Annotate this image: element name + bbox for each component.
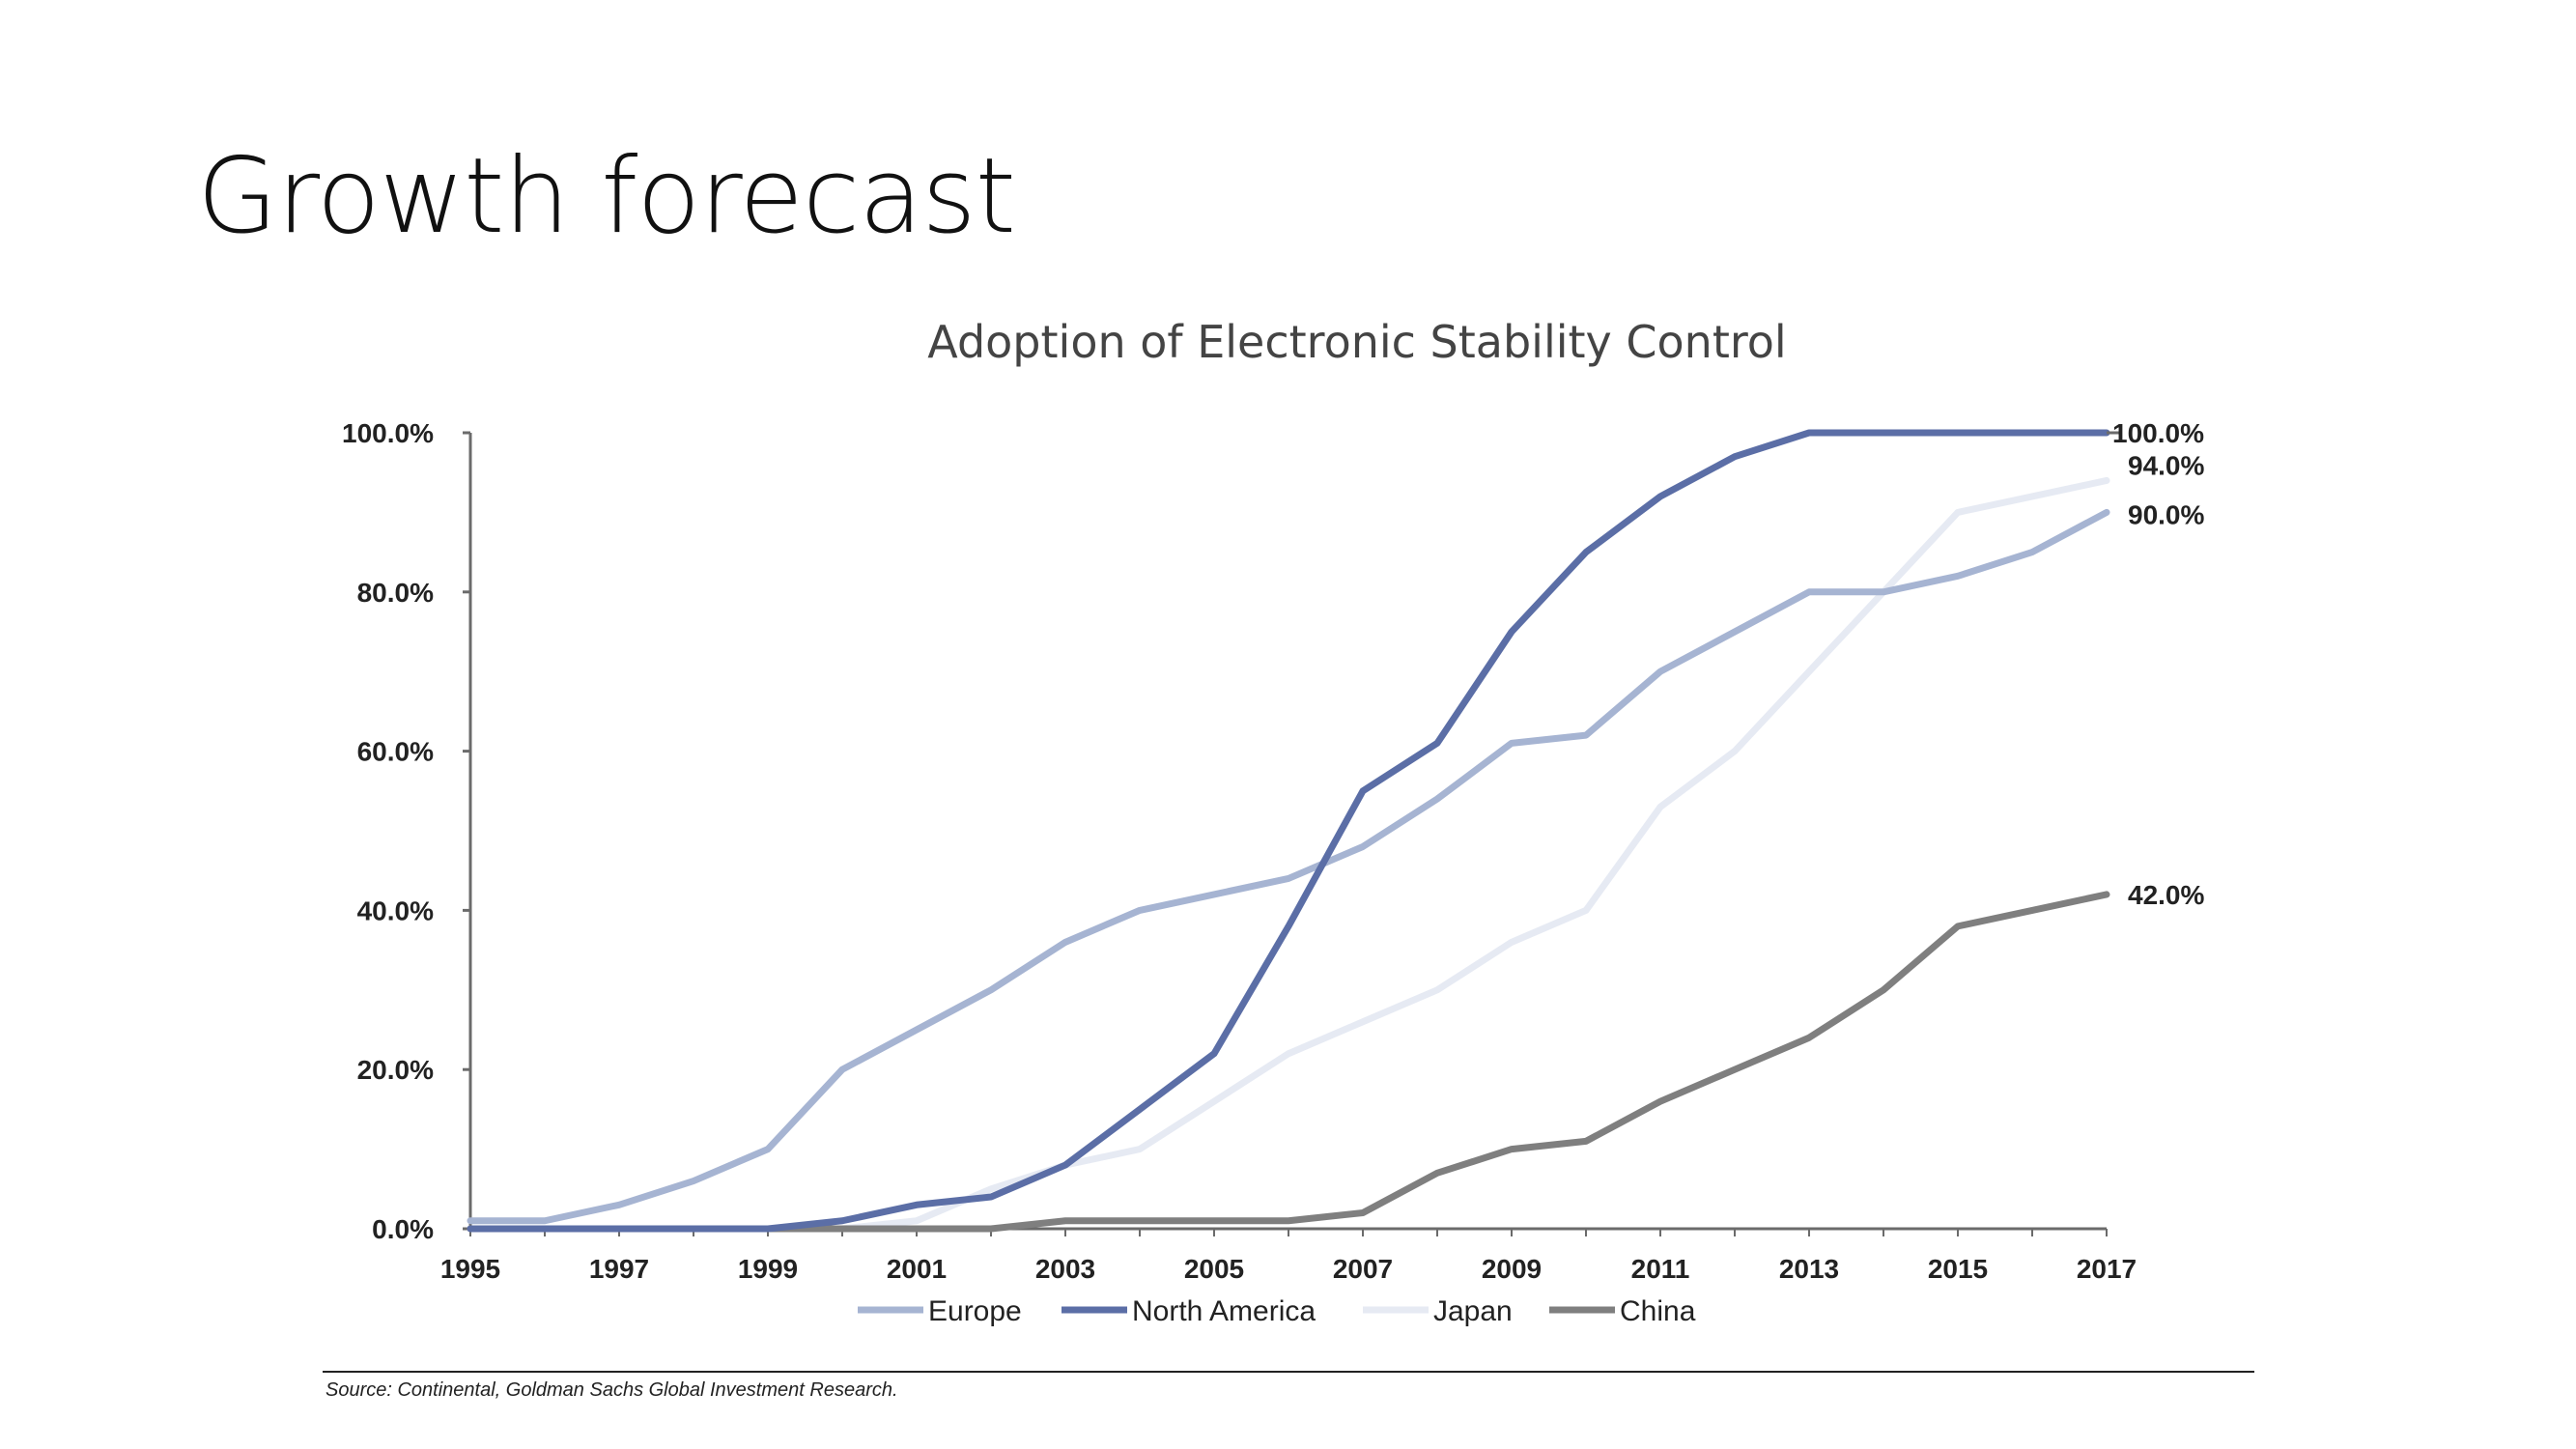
x-tick-label: 1997: [589, 1254, 649, 1284]
y-tick-label: 40.0%: [357, 895, 434, 925]
y-tick-label: 20.0%: [357, 1055, 434, 1085]
end-label-japan: 94.0%: [2128, 450, 2204, 480]
x-tick-label: 2015: [1928, 1254, 1988, 1284]
x-tick-label: 2013: [1779, 1254, 1839, 1284]
end-label-china: 42.0%: [2128, 880, 2204, 910]
end-label-europe: 90.0%: [2128, 499, 2204, 529]
legend-label-europe: Europe: [928, 1295, 1022, 1327]
series-line-china: [467, 891, 2110, 1233]
source-note: Source: Continental, Goldman Sachs Globa…: [326, 1379, 898, 1401]
x-tick-label: 1999: [738, 1254, 798, 1284]
legend-label-japan: Japan: [1433, 1295, 1513, 1327]
series-line-europe: [467, 508, 2110, 1225]
y-tick-label: 80.0%: [357, 578, 434, 608]
legend-label-north-america: North America: [1132, 1295, 1316, 1327]
x-tick-label: 1995: [440, 1254, 500, 1284]
x-tick-label: 2003: [1035, 1254, 1095, 1284]
chart-title: Adoption of Electronic Stability Control: [927, 316, 1786, 368]
end-label-north-america: 100.0%: [2112, 418, 2204, 448]
x-tick-label: 2001: [887, 1254, 947, 1284]
x-tick-label: 2011: [1631, 1254, 1690, 1284]
y-tick-label: 60.0%: [357, 737, 434, 767]
chart-legend: Europe North America Japan China: [858, 1295, 1696, 1327]
y-tick-label: 0.0%: [372, 1214, 434, 1244]
chart-end-labels: 90.0% 100.0%94.0% 42.0%: [2107, 418, 2204, 910]
y-tick-label: 100.0%: [342, 418, 434, 448]
x-tick-label: 2017: [2077, 1254, 2137, 1284]
series-line-north-america: [467, 429, 2110, 1233]
chart-series-lines: [467, 429, 2110, 1233]
slide-title: Growth forecast: [197, 136, 1016, 257]
x-tick-label: 2005: [1184, 1254, 1244, 1284]
chart-axes: 0.0% 20.0% 40.0% 60.0% 80.0% 100.0% 1995 1997 19…: [342, 418, 2137, 1284]
x-tick-label: 2009: [1482, 1254, 1542, 1284]
legend-label-china: China: [1620, 1295, 1696, 1327]
x-tick-label: 2007: [1333, 1254, 1393, 1284]
